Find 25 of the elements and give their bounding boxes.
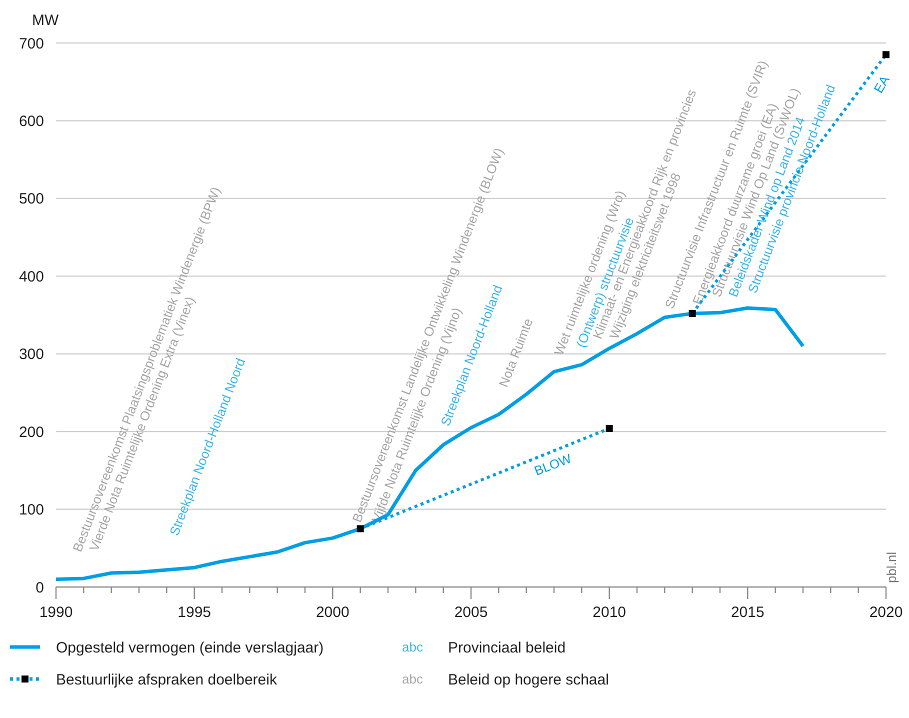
x-tick-label: 2005	[454, 604, 488, 621]
text: Beleid op hogere schaal	[448, 671, 609, 688]
annotation: BLOW	[532, 450, 574, 478]
text: abc	[402, 672, 424, 687]
y-tick-label: 300	[18, 346, 44, 364]
y-tick-label: 700	[18, 35, 44, 52]
x-tick-label: 2010	[592, 604, 626, 621]
x-tick-label: 1990	[39, 604, 73, 621]
legend-label: Opgesteld vermogen (einde verslagjaar)	[56, 639, 324, 656]
y-tick-label: 400	[18, 268, 44, 286]
annotation: EA	[870, 72, 893, 96]
y-tick-label: 100	[18, 502, 44, 519]
legend-label: Bestuurlijke afspraken doelbereik	[56, 671, 278, 688]
y-tick-label: 0	[36, 579, 44, 596]
y-axis-title: MW	[32, 12, 60, 29]
x-tick-label: 2000	[316, 604, 350, 621]
x-tick-label: 2020	[869, 604, 903, 621]
y-tick-label: 500	[18, 190, 44, 208]
text: abc	[402, 640, 424, 655]
y-tick-label: 600	[18, 112, 44, 130]
annotation: pbl.nl	[884, 552, 899, 583]
x-tick-label: 2015	[730, 604, 764, 621]
text: Provinciaal beleid	[448, 639, 566, 656]
x-tick-label: 1995	[178, 604, 212, 621]
y-tick-label: 200	[18, 424, 44, 441]
